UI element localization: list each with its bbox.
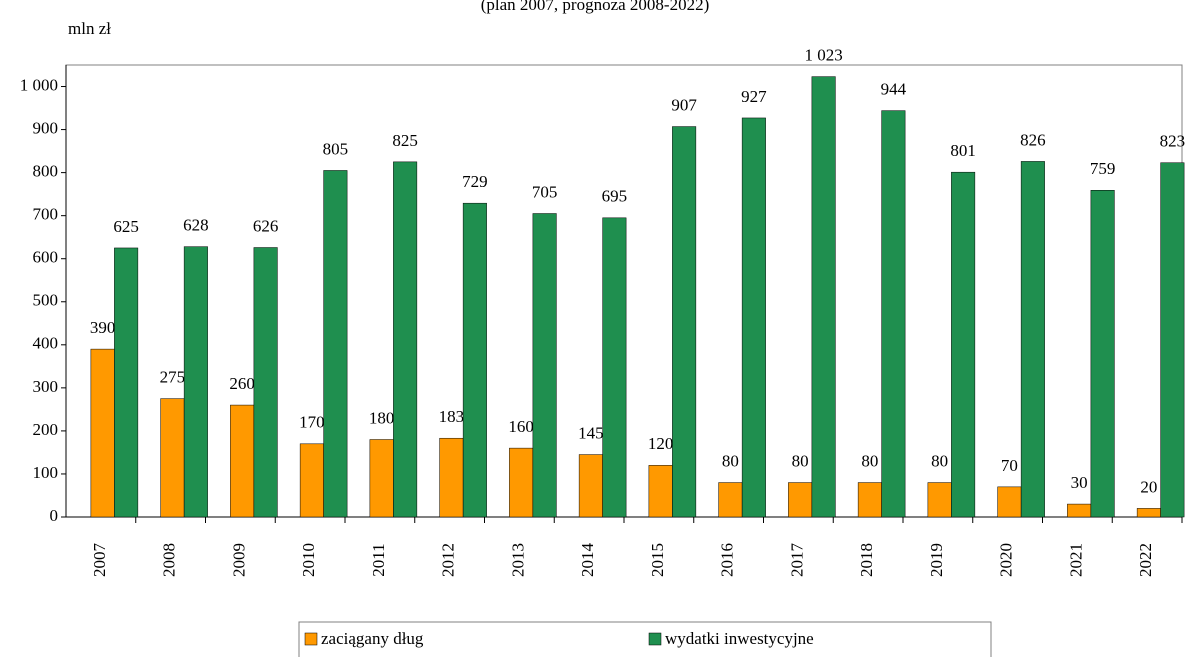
data-label: 70: [1001, 456, 1018, 475]
data-label: 801: [950, 141, 976, 160]
bar: [160, 398, 185, 518]
bar: [997, 486, 1022, 518]
bar: [672, 126, 697, 518]
x-tick-label: 2013: [508, 543, 527, 577]
bar: [811, 76, 836, 518]
data-label: 275: [160, 368, 186, 387]
data-label: 390: [90, 318, 116, 337]
legend-label: wydatki inwestycyjne: [665, 629, 814, 648]
legend-swatch: [648, 632, 662, 646]
legend-swatch: [304, 632, 318, 646]
bar: [90, 348, 115, 518]
x-tick-label: 2010: [299, 543, 318, 577]
x-tick-label: 2009: [229, 543, 248, 577]
x-tick-label: 2020: [997, 543, 1016, 577]
data-label: 823: [1160, 132, 1186, 151]
x-tick-label: 2018: [857, 543, 876, 577]
bar: [1067, 503, 1092, 518]
chart-subtitle: (plan 2007, prognoza 2008-2022): [481, 0, 710, 14]
data-label: 80: [931, 451, 948, 470]
bar: [951, 171, 976, 518]
data-label: 729: [462, 172, 488, 191]
bar: [741, 117, 766, 518]
data-label: 183: [439, 407, 465, 426]
data-label: 160: [508, 417, 534, 436]
bar: [253, 247, 278, 518]
data-label: 907: [671, 95, 697, 114]
legend-label: zaciągany dług: [321, 629, 424, 648]
data-label: 826: [1020, 130, 1046, 149]
data-label: 20: [1140, 477, 1157, 496]
bar: [857, 482, 882, 518]
y-tick-label: 100: [33, 463, 59, 482]
bar: [648, 465, 673, 518]
data-label: 944: [881, 80, 907, 99]
y-tick-label: 300: [33, 377, 59, 396]
bar: [881, 110, 906, 518]
x-tick-label: 2012: [439, 543, 458, 577]
data-label: 759: [1090, 159, 1116, 178]
x-tick-label: 2011: [369, 543, 388, 576]
data-label: 625: [113, 217, 139, 236]
data-label: 927: [741, 87, 767, 106]
bar: [578, 454, 603, 518]
data-label: 260: [229, 374, 255, 393]
data-label: 80: [792, 451, 809, 470]
data-label: 695: [602, 187, 628, 206]
data-label: 180: [369, 408, 395, 427]
data-label: 30: [1071, 473, 1088, 492]
data-label: 825: [392, 131, 418, 150]
data-label: 120: [648, 434, 674, 453]
y-tick-label: 500: [33, 291, 59, 310]
bar: [323, 170, 348, 518]
bar: [439, 437, 464, 518]
x-tick-label: 2017: [787, 543, 806, 578]
data-label: 1 023: [805, 46, 843, 65]
x-tick-label: 2008: [160, 543, 179, 577]
data-label: 145: [578, 423, 604, 442]
y-tick-label: 700: [33, 205, 59, 224]
y-axis-label: mln zł: [68, 19, 111, 38]
data-label: 805: [323, 139, 349, 158]
y-tick-label: 400: [33, 334, 59, 353]
bar: [532, 213, 557, 518]
bar: [602, 217, 627, 518]
x-tick-label: 2019: [927, 543, 946, 577]
bar: [299, 443, 324, 518]
data-label: 80: [722, 451, 739, 470]
data-label: 626: [253, 216, 279, 235]
data-label: 170: [299, 413, 325, 432]
y-tick-label: 1 000: [20, 75, 58, 94]
x-tick-label: 2007: [90, 543, 109, 578]
bar: [1160, 162, 1185, 518]
bar: [788, 482, 813, 518]
bar: [183, 246, 208, 518]
bar: [1090, 190, 1115, 518]
bar: [927, 482, 952, 518]
bar: [114, 247, 139, 518]
y-tick-label: 800: [33, 162, 59, 181]
y-tick-label: 600: [33, 248, 59, 267]
y-tick-label: 200: [33, 420, 59, 439]
bar: [1136, 508, 1161, 518]
x-tick-label: 2015: [648, 543, 667, 577]
x-tick-label: 2021: [1066, 543, 1085, 577]
data-label: 80: [861, 451, 878, 470]
legend-box: [298, 621, 992, 657]
bar: [509, 447, 534, 518]
bar: [718, 482, 743, 518]
y-tick-label: 0: [50, 506, 59, 525]
bar: [369, 439, 394, 518]
x-tick-label: 2014: [578, 543, 597, 578]
bar: [393, 161, 418, 518]
y-tick-label: 900: [33, 118, 59, 137]
data-label: 628: [183, 216, 209, 235]
x-tick-label: 2016: [718, 543, 737, 577]
bar: [230, 404, 255, 518]
x-tick-label: 2022: [1136, 543, 1155, 577]
bar: [1020, 161, 1045, 518]
data-label: 705: [532, 182, 558, 201]
bar: [462, 202, 487, 518]
